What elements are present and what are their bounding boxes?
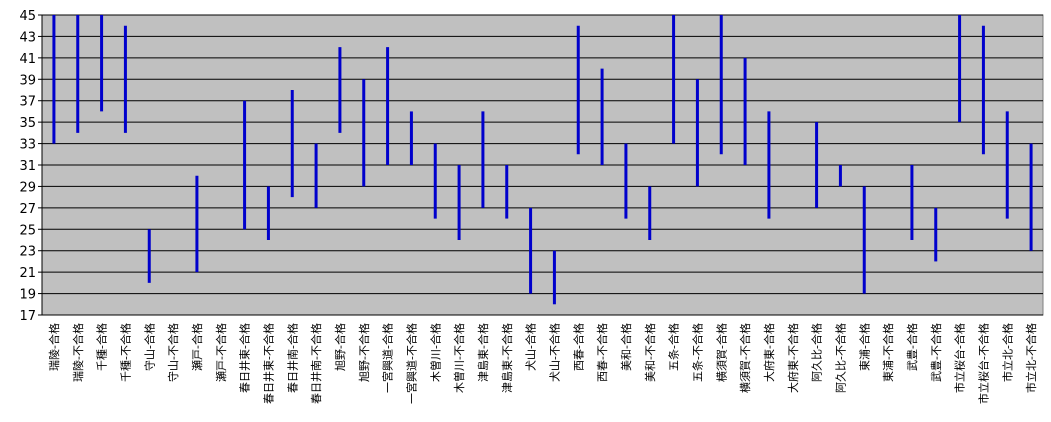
x-tick-label: 五条-合格 [667,323,681,371]
x-tick-label: 津島東-合格 [476,323,490,382]
y-tick-label: 29 [19,180,36,195]
y-tick-label: 43 [19,30,36,45]
x-tick-label: 美和-合格 [619,323,633,371]
x-tick-label: 瀬戸-合格 [190,323,204,371]
x-tick-label: 市立北-不合格 [1024,323,1038,393]
x-tick-label: 一宮興道-不合格 [404,323,418,404]
x-tick-label: 犬山-合格 [524,323,538,371]
x-tick-label: 千種-合格 [95,323,109,371]
x-tick-label: 一宮興道-合格 [381,323,395,393]
x-tick-label: 犬山-不合格 [547,323,561,382]
x-tick-label: 東浦-合格 [857,323,871,371]
x-tick-label: 市立桜台-合格 [953,323,967,393]
y-tick-label: 19 [19,288,36,303]
x-tick-label: 旭野-合格 [333,323,347,371]
x-tick-label: 西春-不合格 [595,323,609,382]
y-tick-label: 31 [19,159,36,174]
x-tick-label: 市立桜台-不合格 [976,323,990,404]
y-tick-label: 33 [19,138,36,153]
x-tick-label: 守山-不合格 [166,323,180,382]
x-tick-label: 津島東-不合格 [500,323,514,393]
y-tick-label: 35 [19,116,36,131]
x-tick-label: 春日井南-合格 [285,323,299,393]
y-tick-label: 21 [19,266,36,281]
y-tick-label: 45 [19,9,36,24]
x-tick-label: 大府東-合格 [762,323,776,382]
y-tick-label: 41 [19,52,36,67]
x-tick-label: 西春-合格 [571,323,585,371]
y-tick-label: 17 [19,309,36,324]
y-tick-label: 23 [19,245,36,260]
x-tick-label: 東浦-不合格 [881,323,895,382]
y-tick-label: 37 [19,95,36,110]
x-tick-label: 春日井東-不合格 [261,323,275,404]
x-tick-label: 木曽川-合格 [428,323,442,382]
x-tick-label: 旭野-不合格 [357,323,371,382]
y-tick-label: 27 [19,202,36,217]
y-tick-label: 39 [19,73,36,88]
x-tick-label: 五条-不合格 [690,323,704,382]
x-tick-label: 美和-不合格 [643,323,657,382]
x-tick-label: 横須賀-不合格 [738,323,752,393]
x-tick-label: 春日井東-合格 [238,323,252,393]
x-tick-label: 武豊-合格 [905,323,919,371]
x-tick-label: 武豊-不合格 [929,323,943,382]
x-tick-label: 瑞陵-合格 [47,323,61,371]
x-tick-label: 阿久比-不合格 [833,323,847,393]
y-tick-label: 25 [19,223,36,238]
x-tick-label: 瀬戸-不合格 [214,323,228,382]
x-tick-label: 春日井南-不合格 [309,323,323,404]
x-tick-label: 木曽川-不合格 [452,323,466,393]
x-tick-label: 阿久比-合格 [810,323,824,382]
x-tick-label: 守山-合格 [142,323,156,371]
x-tick-label: 大府東-不合格 [786,323,800,393]
x-tick-label: 市立北-合格 [1000,323,1014,382]
x-tick-label: 横須賀-合格 [714,323,728,382]
x-tick-label: 千種-不合格 [118,323,132,382]
x-tick-label: 瑞陵-不合格 [71,323,85,382]
